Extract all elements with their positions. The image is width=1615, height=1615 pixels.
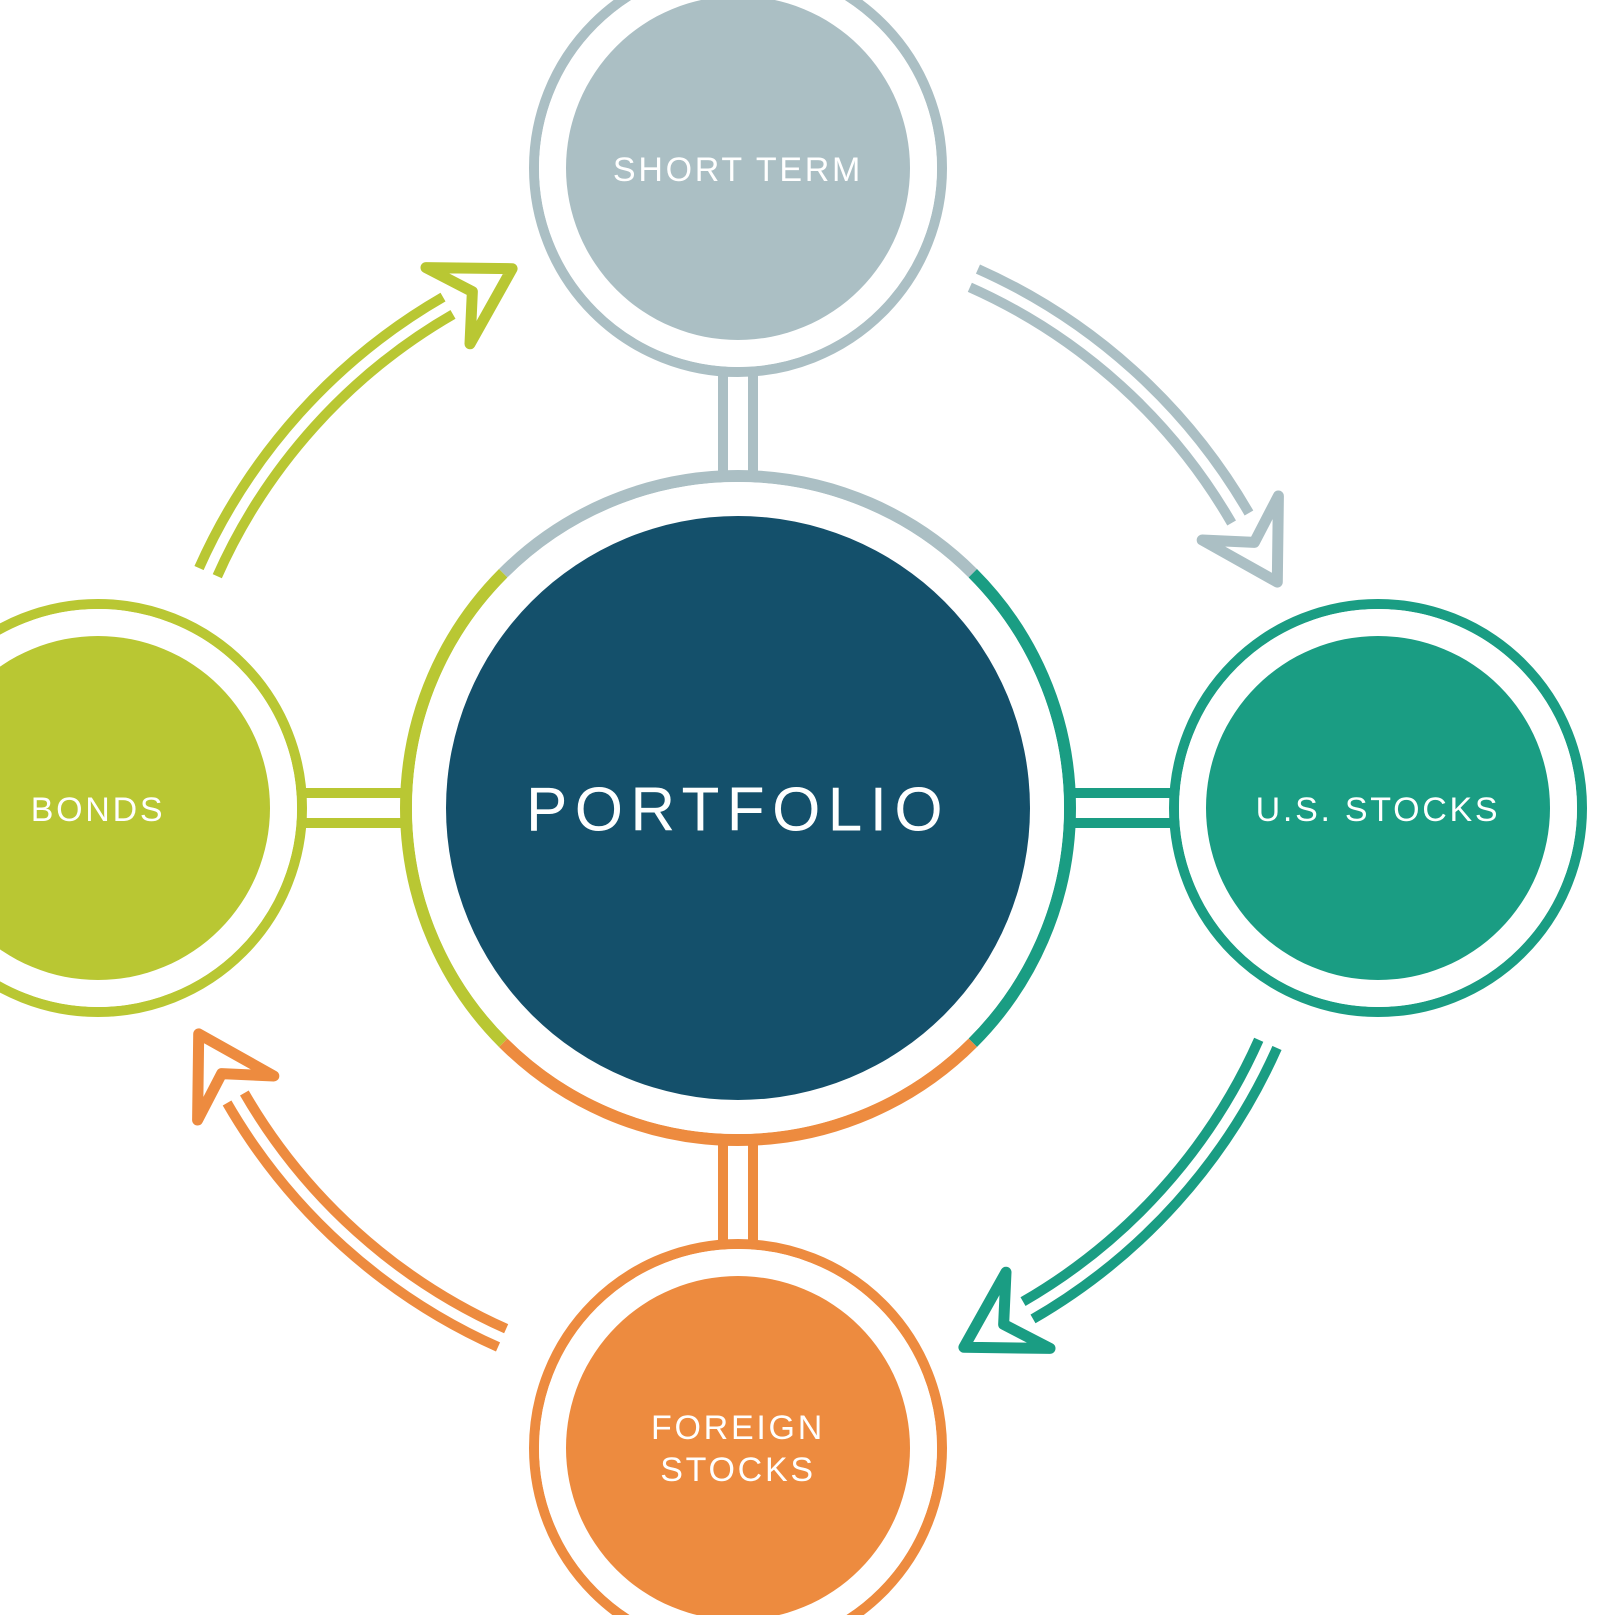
node-foreign-stocks-label-2: STOCKS <box>660 1451 816 1489</box>
arrow-0-underlay <box>955 270 1250 535</box>
arrow-1-outer <box>1028 1044 1268 1310</box>
arrow-2-underlay <box>226 1080 521 1345</box>
cycle-diagram: PORTFOLIO SHORT TERM U.S. STOCKS FOREIGN STO… <box>0 0 1615 1615</box>
arrow-3-outer <box>208 306 448 572</box>
node-foreign-stocks-label-1: FOREIGN <box>651 1409 825 1447</box>
node-bonds-label: BONDS <box>31 791 166 829</box>
arrow-1-underlay <box>1010 1025 1275 1320</box>
node-short-term-label: SHORT TERM <box>613 151 863 189</box>
arrow-0-outer <box>974 278 1240 518</box>
node-us-stocks-label: U.S. STOCKS <box>1256 791 1501 829</box>
arrow-3-underlay <box>200 296 465 591</box>
arrow-2-outer <box>236 1098 502 1338</box>
center-label: PORTFOLIO <box>526 775 950 844</box>
